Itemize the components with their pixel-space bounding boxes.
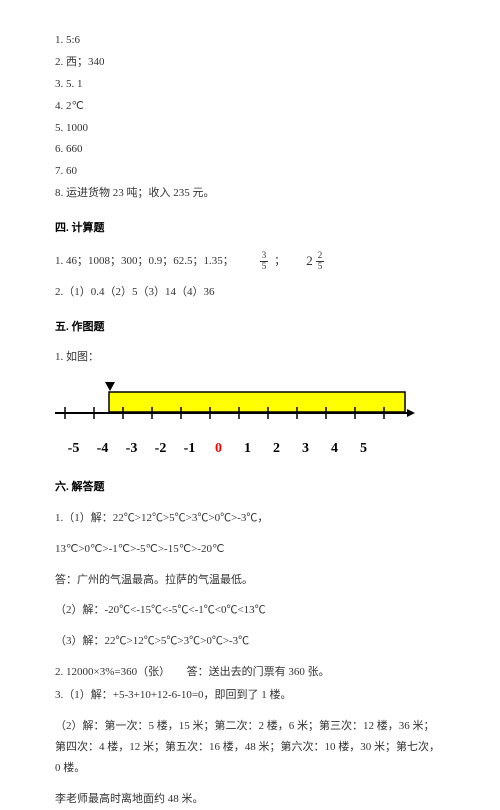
calc-line-1: 1. 46；1008；300；0.9；62.5；1.35； 3 5 ； 2 2 …	[55, 249, 445, 274]
ans-3: 3. 5. 1	[55, 74, 445, 95]
s6-p4: （2）解：-20℃<-15℃<-5℃<-1℃<0℃<13℃	[55, 600, 445, 621]
ans-4: 4. 2℃	[55, 96, 445, 117]
number-line-labels: -5-4-3-2-1012345	[55, 436, 445, 463]
ans-6: 6. 660	[55, 139, 445, 160]
s6-p3: 答：广州的气温最高。拉萨的气温最低。	[55, 570, 445, 591]
fraction-1: 3 5	[260, 251, 269, 272]
sec5-line1: 1. 如图：	[55, 347, 445, 368]
ans-8: 8. 运进货物 23 吨；收入 235 元。	[55, 183, 445, 204]
s6-p9: 李老师最高时离地面约 48 米。	[55, 789, 445, 810]
section5-title: 五. 作图题	[55, 317, 445, 338]
s6-p5: （3）解：22℃>12℃>5℃>3℃>0℃>-3℃	[55, 631, 445, 652]
number-line-svg	[55, 390, 415, 424]
s6-p7: 3.（1）解：+5-3+10+12-6-10=0，即回到了 1 楼。	[55, 685, 445, 706]
ans-2: 2. 西；340	[55, 52, 445, 73]
section6-title: 六. 解答题	[55, 477, 445, 498]
fraction-2: 2 2 5	[306, 249, 326, 274]
calc1-prefix: 1. 46；1008；300；0.9；62.5；1.35；	[55, 251, 234, 272]
s6-p6: 2. 12000×3%=360（张） 答：送出去的门票有 360 张。	[55, 662, 445, 683]
ans-1: 1. 5:6	[55, 30, 445, 51]
calc1-sep: ；	[274, 251, 288, 272]
number-line-figure: -5-4-3-2-1012345	[55, 382, 445, 462]
s6-p2: 13℃>0℃>-1℃>-5℃>-15℃>-20℃	[55, 539, 445, 560]
ans-5: 5. 1000	[55, 118, 445, 139]
answers-block: 1. 5:6 2. 西；340 3. 5. 1 4. 2℃ 5. 1000 6.…	[55, 30, 445, 204]
s6-p1: 1.（1）解：22℃>12℃>5℃>3℃>0℃>-3℃，	[55, 508, 445, 529]
s6-p8: （2）解：第一次：5 楼，15 米；第二次：2 楼，6 米；第三次：12 楼，3…	[55, 716, 445, 779]
ans-7: 7. 60	[55, 161, 445, 182]
calc-line-2: 2.（1）0.4（2）5（3）14（4）36	[55, 282, 445, 303]
section4-title: 四. 计算题	[55, 218, 445, 239]
